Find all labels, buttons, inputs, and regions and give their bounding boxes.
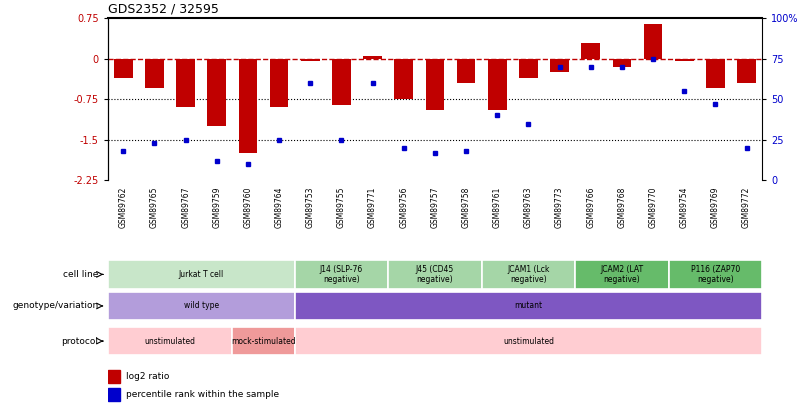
Bar [675,59,693,62]
Bar [519,59,538,78]
Text: GSM89766: GSM89766 [587,186,595,228]
Text: percentile rank within the sample: percentile rank within the sample [126,390,279,399]
Text: GDS2352 / 32595: GDS2352 / 32595 [108,3,219,16]
Bar [613,59,631,67]
Text: GSM89770: GSM89770 [649,186,658,228]
Text: P116 (ZAP70
negative): P116 (ZAP70 negative) [691,265,740,284]
FancyBboxPatch shape [108,292,294,320]
Text: GSM89773: GSM89773 [555,186,564,228]
Bar [114,59,132,78]
Bar [332,59,351,104]
Text: GSM89753: GSM89753 [306,186,314,228]
Text: GSM89755: GSM89755 [337,186,346,228]
Text: GSM89768: GSM89768 [618,186,626,228]
FancyBboxPatch shape [669,260,762,289]
Text: GSM89761: GSM89761 [492,186,502,228]
Text: Jurkat T cell: Jurkat T cell [179,270,223,279]
Text: GSM89754: GSM89754 [680,186,689,228]
Text: GSM89767: GSM89767 [181,186,190,228]
Bar [582,43,600,59]
FancyBboxPatch shape [108,260,294,289]
Text: cell line: cell line [63,270,98,279]
Bar [737,59,756,83]
FancyBboxPatch shape [294,292,762,320]
Bar [363,56,382,59]
Text: J45 (CD45
negative): J45 (CD45 negative) [416,265,454,284]
Text: protocol: protocol [61,337,98,345]
Bar [108,388,120,401]
FancyBboxPatch shape [388,260,482,289]
Text: GSM89757: GSM89757 [430,186,440,228]
FancyBboxPatch shape [294,327,762,356]
FancyBboxPatch shape [294,260,388,289]
Text: GSM89759: GSM89759 [212,186,221,228]
Text: GSM89758: GSM89758 [461,186,471,228]
Text: GSM89760: GSM89760 [243,186,252,228]
Bar [644,23,662,59]
Bar [550,59,569,72]
Bar [456,59,476,83]
Bar [108,370,120,383]
FancyBboxPatch shape [575,260,669,289]
FancyBboxPatch shape [482,260,575,289]
Bar [706,59,725,88]
Bar [207,59,226,126]
Text: GSM89762: GSM89762 [119,186,128,228]
Text: genotype/variation: genotype/variation [12,301,98,311]
Text: J14 (SLP-76
negative): J14 (SLP-76 negative) [320,265,363,284]
Text: JCAM2 (LAT
negative): JCAM2 (LAT negative) [600,265,643,284]
Text: GSM89772: GSM89772 [742,186,751,228]
Text: GSM89763: GSM89763 [524,186,533,228]
Bar [488,59,507,110]
Text: JCAM1 (Lck
negative): JCAM1 (Lck negative) [508,265,550,284]
Bar [394,59,413,99]
Text: GSM89769: GSM89769 [711,186,720,228]
Text: unstimulated: unstimulated [503,337,554,345]
Text: unstimulated: unstimulated [144,337,196,345]
Bar [270,59,288,107]
Text: GSM89765: GSM89765 [150,186,159,228]
Text: mutant: mutant [515,301,543,311]
Text: GSM89756: GSM89756 [399,186,409,228]
Bar [145,59,164,88]
Text: log2 ratio: log2 ratio [126,372,169,381]
Bar [425,59,444,110]
Text: GSM89764: GSM89764 [275,186,283,228]
Text: wild type: wild type [184,301,219,311]
FancyBboxPatch shape [108,327,232,356]
Bar [239,59,257,153]
Text: GSM89771: GSM89771 [368,186,377,228]
FancyBboxPatch shape [232,327,294,356]
Bar [301,59,320,62]
Text: mock-stimulated: mock-stimulated [231,337,296,345]
Bar [176,59,195,107]
